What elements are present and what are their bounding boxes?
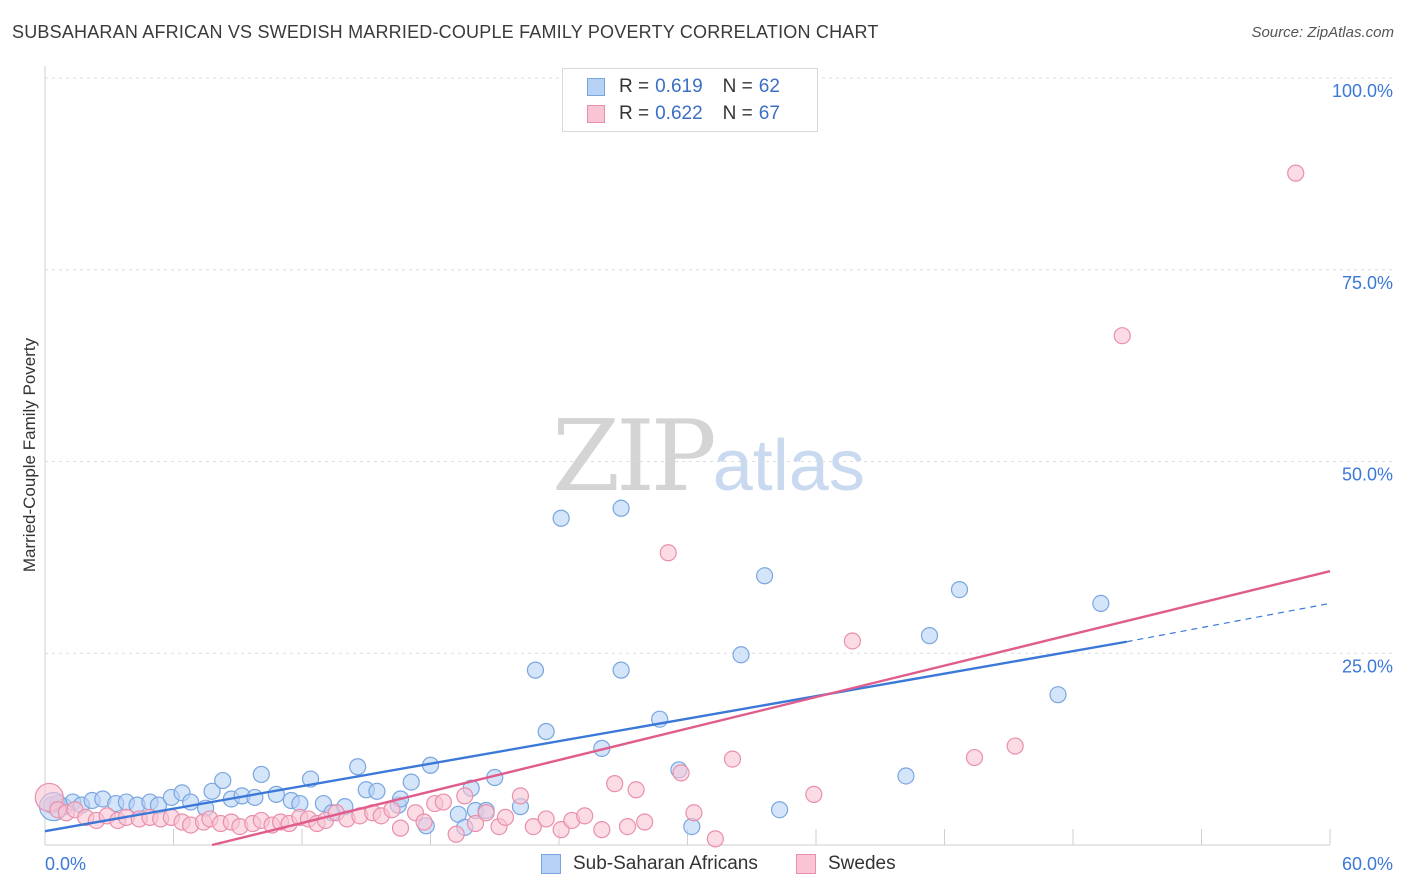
bottom-legend-swedes: Swedes [796, 852, 896, 876]
swede-point [805, 785, 823, 803]
legend-row-subsaharan: R = 0.619 N = 62 [587, 75, 780, 99]
subsaharan-point [920, 627, 939, 645]
legend-row-swedes: R = 0.622 N = 67 [587, 102, 780, 126]
legend-swatch-subsaharan [587, 78, 605, 96]
subsaharan-point [755, 567, 774, 585]
legend-n-label: N = [722, 103, 753, 124]
watermark: ZIPatlas [552, 400, 865, 514]
y-tick-label: 25.0% [1342, 656, 1393, 676]
subsaharan-point [368, 782, 386, 800]
swede-point [627, 781, 645, 799]
swede-point [524, 817, 542, 836]
subsaharan-point [612, 661, 630, 679]
legend-swatch-swedes [587, 105, 605, 123]
swede-point [723, 750, 742, 768]
swede-point [477, 804, 495, 822]
legend-n-label: N = [722, 76, 753, 97]
swede-point [706, 830, 724, 848]
legend-r-label: R = [619, 103, 650, 124]
swede-point [576, 807, 594, 825]
source-label: Source: ZipAtlas.com [1251, 24, 1394, 41]
swede-point [434, 793, 452, 811]
swede-point [511, 787, 530, 805]
swede-point [1006, 737, 1024, 755]
swede-point [391, 819, 410, 837]
subsaharan-point [612, 499, 630, 517]
swede-point [1287, 164, 1305, 182]
subsaharan-point [252, 765, 270, 784]
subsaharan-point [950, 580, 969, 599]
subsaharan-point [1092, 594, 1110, 612]
legend-r-value-subsaharan: 0.619 [655, 76, 703, 97]
watermark-atlas: atlas [712, 426, 865, 506]
swede-point [843, 632, 862, 650]
subsaharan-point [732, 646, 750, 664]
legend-r-value-swedes: 0.622 [655, 103, 703, 124]
bottom-legend-subsaharan: Sub-Saharan Africans [541, 852, 758, 876]
swede-point [965, 748, 984, 767]
subsaharan-point [897, 767, 915, 785]
bottom-legend-label-swedes: Swedes [828, 853, 896, 874]
swede-point [593, 821, 611, 839]
legend-r-label: R = [619, 76, 650, 97]
swede-point [1113, 327, 1131, 345]
legend-n-value-subsaharan: 62 [758, 76, 780, 97]
subsaharan-point [246, 788, 264, 807]
y-tick-label: 100.0% [1332, 81, 1393, 101]
stats-legend: R = 0.619 N = 62 R = 0.622 N = 67 [562, 68, 818, 132]
bottom-legend-label-subsaharan: Sub-Saharan Africans [573, 853, 758, 874]
swede-point [466, 814, 485, 833]
swede-point [659, 544, 677, 562]
subsaharan-point [1049, 686, 1067, 704]
watermark-zip: ZIP [552, 400, 717, 514]
swede-point [537, 810, 555, 828]
swedes-trend-line [211, 570, 1331, 847]
bottom-legend-swatch-subsaharan [541, 854, 561, 874]
subsaharan-trend-extension [1126, 602, 1331, 643]
swede-point [415, 813, 433, 831]
subsaharan-point [203, 782, 221, 800]
subsaharan-point [537, 722, 555, 741]
subsaharan-point [770, 801, 789, 819]
swede-point [685, 804, 703, 822]
x-tick-label-min: 0.0% [45, 854, 86, 874]
legend-n-value-swedes: 67 [758, 103, 780, 124]
swede-point [636, 813, 654, 831]
y-tick-label: 50.0% [1342, 465, 1393, 485]
subsaharan-point [349, 758, 367, 776]
subsaharan-point [402, 773, 420, 791]
subsaharan-point [214, 771, 232, 790]
swede-point [496, 808, 515, 826]
swede-point [456, 787, 474, 805]
subsaharan-trend-line [44, 640, 1127, 833]
y-tick-label: 75.0% [1342, 273, 1393, 293]
swede-point [447, 825, 465, 843]
swede-point [672, 764, 690, 782]
subsaharan-point [526, 661, 545, 679]
swede-point [618, 817, 637, 836]
swede-point [606, 775, 624, 793]
bottom-legend-swatch-swedes [796, 854, 816, 874]
x-tick-label-max: 60.0% [1342, 854, 1393, 874]
subsaharan-point [552, 509, 570, 527]
chart-title: SUBSAHARAN AFRICAN VS SWEDISH MARRIED-CO… [12, 22, 879, 42]
swede-point [383, 801, 401, 819]
